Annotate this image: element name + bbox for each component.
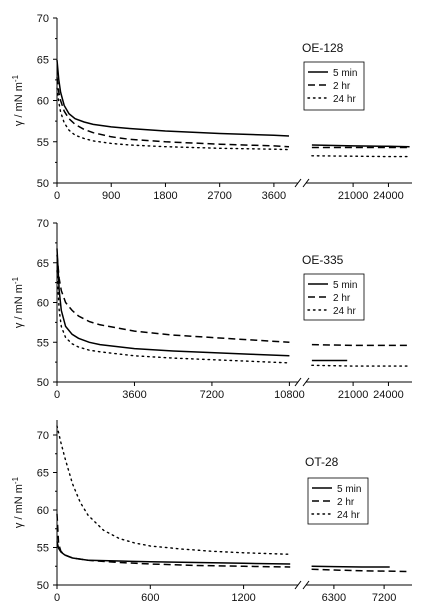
series-line-24-hr-after-break [311,364,411,367]
panel-title: OE-335 [302,253,344,267]
series-line-5-min [56,60,290,137]
y-tick-label: 65 [37,468,49,480]
x-tick-label: 21000 [338,190,369,202]
series-line-2-hr-after-break [311,343,410,347]
y-tick-label: 70 [37,218,49,230]
y-tick-label: 70 [37,430,49,442]
axis-break-mark [302,580,310,590]
axis-break-mark [302,377,310,387]
legend-box [303,61,365,111]
legend-label: 24 hr [333,94,356,105]
x-tick-label: 2700 [207,190,231,202]
x-tick-label: 3600 [262,190,286,202]
series-line-24-hr [56,425,291,555]
series-line-5-min-after-break [311,565,390,568]
series-line-5-min-after-break [311,144,410,148]
x-tick-label: 10800 [274,389,305,401]
x-tick-label: 1800 [153,190,177,202]
y-axis-label: γ / mN m-1 [11,276,25,328]
y-tick-label: 60 [37,96,49,108]
panel-ot-28: 50 55 60 65 70 0 600 1200 6300 7200 γ / mN m-1 OT-2… [11,420,412,604]
y-axis-label: γ / mN m-1 [11,74,25,126]
x-tick-label: 7200 [372,592,396,604]
y-tick-label: 50 [37,580,49,592]
legend-label: 5 min [333,280,357,291]
series-line-24-hr-after-break [311,155,411,158]
legend-label: 2 hr [333,293,351,304]
x-tick-label: 3600 [122,389,146,401]
legend-label: 2 hr [333,81,351,92]
series-line-24-hr [56,87,290,151]
x-tick-label: 0 [54,190,60,202]
x-tick-label: 0 [54,592,60,604]
x-tick-label: 24000 [373,190,404,202]
series-line-24-hr [56,270,291,364]
y-tick-label: 50 [37,178,49,190]
y-axis-label: γ / mN m-1 [11,476,25,528]
series-line-2-hr [56,254,290,344]
y-tick-label: 60 [37,505,49,517]
panel-title: OT-28 [305,455,339,469]
y-tick-label: 60 [37,298,49,310]
x-tick-label: 6300 [322,592,346,604]
panel-oe-335: 50 55 60 65 70 0 3600 7200 10800 21000 24000 γ / mN… [11,218,412,401]
y-axis-label-unit-exponent: -1 [11,276,20,284]
legend-label: 2 hr [337,497,355,508]
x-tick-label: 900 [102,190,120,202]
y-tick-label: 55 [37,543,49,555]
axis-break-mark [302,178,310,188]
x-tick-label: 1200 [231,592,255,604]
y-tick-label: 65 [37,54,49,66]
x-tick-label: 7200 [200,389,224,401]
axis-break-mark [294,580,302,590]
legend-label: 5 min [333,68,357,79]
legend-label: 24 hr [337,510,360,521]
panel-oe-128: 50 55 60 65 70 0 900 1800 2700 3600 21000 24000 γ / … [11,13,412,202]
y-tick-label: 55 [37,337,49,349]
y-axis-label-unit-exponent: -1 [11,476,20,484]
y-axis-label-unit-exponent: -1 [11,74,20,82]
x-tick-label: 21000 [338,389,369,401]
series-line-2-hr [56,513,291,568]
x-tick-label: 24000 [373,389,404,401]
x-tick-label: 600 [141,592,159,604]
series-line-2-hr [56,77,290,148]
y-tick-label: 65 [37,258,49,270]
legend-label: 24 hr [333,306,356,317]
series-line-2-hr-after-break [311,568,407,573]
series-line-5-min [56,248,290,357]
y-tick-label: 70 [37,13,49,25]
y-tick-label: 50 [37,377,49,389]
y-tick-label: 55 [37,137,49,149]
panel-title: OE-128 [302,41,344,55]
legend-label: 5 min [337,484,361,495]
axis-break-mark [294,377,302,387]
x-tick-label: 0 [54,389,60,401]
axis-break-mark [294,178,302,188]
